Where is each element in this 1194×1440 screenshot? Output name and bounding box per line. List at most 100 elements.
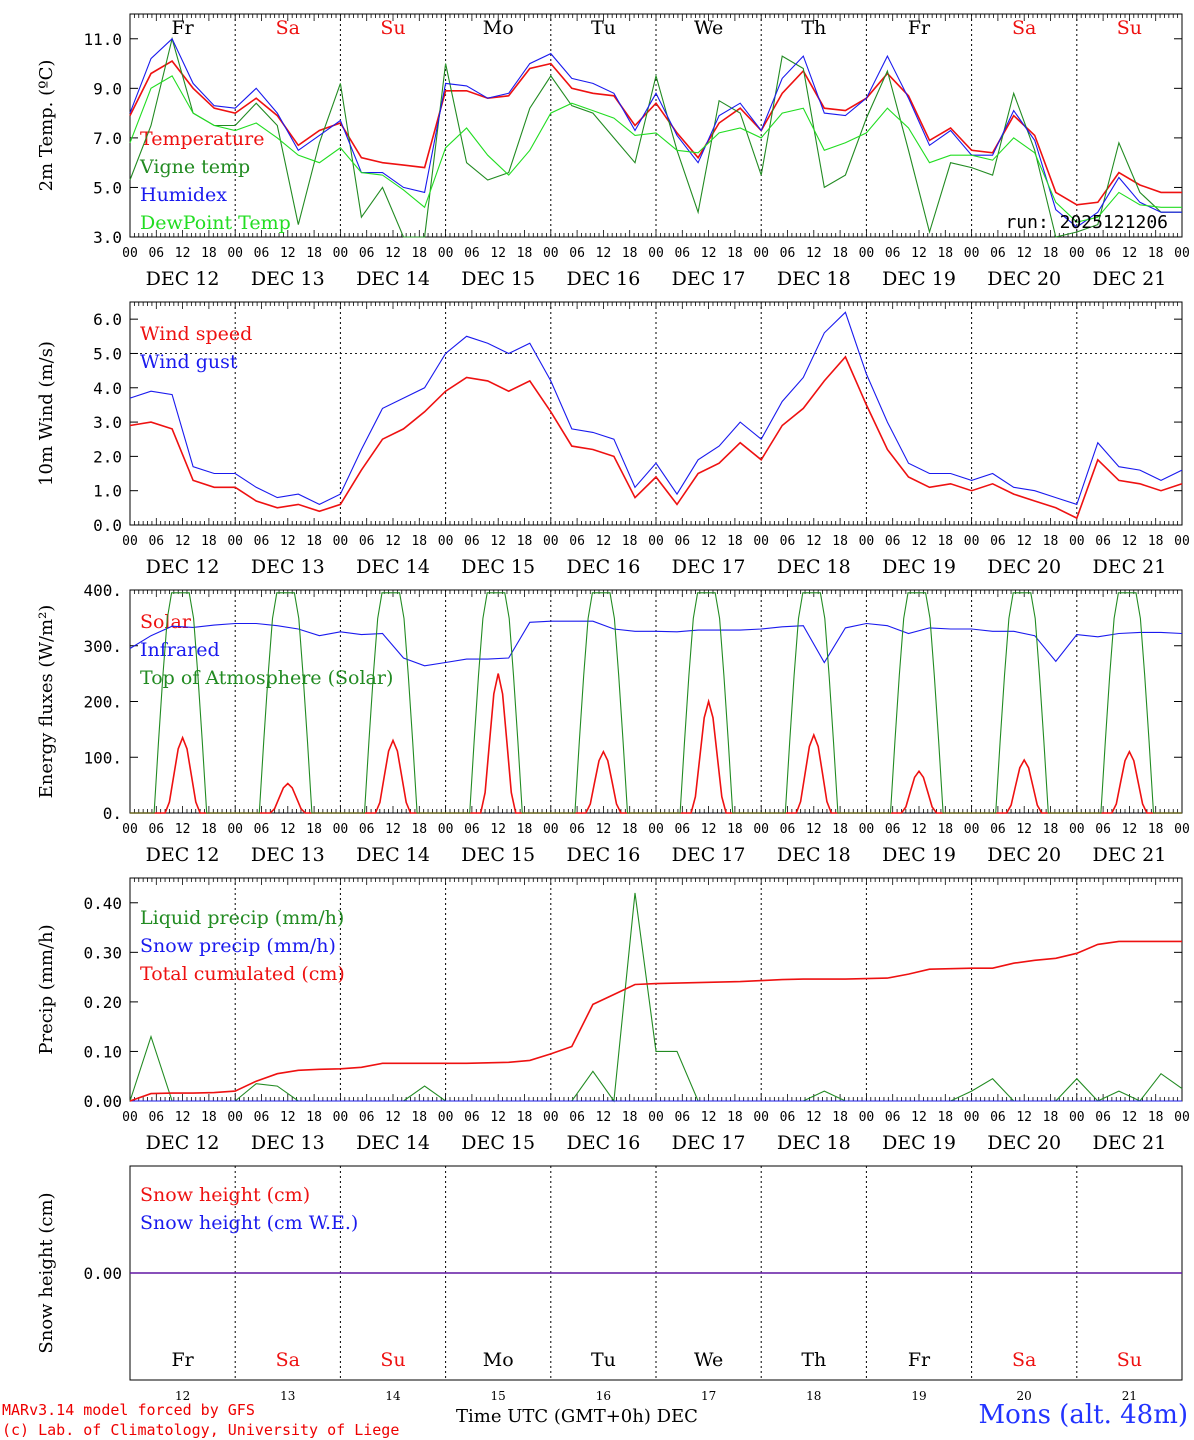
series-line-infrared-p3 bbox=[129, 620, 1183, 667]
hour-tick-label-p4: 12 bbox=[280, 1110, 296, 1125]
hour-tick-label-p4: 06 bbox=[990, 1110, 1006, 1125]
day-label-p1: DEC 18 bbox=[777, 268, 851, 290]
hour-tick-label-p1: 06 bbox=[569, 246, 585, 261]
hour-tick-label-p4: 06 bbox=[148, 1110, 164, 1125]
hour-tick-label-p1: 00 bbox=[1069, 246, 1085, 261]
hour-tick-label-p3: 00 bbox=[227, 822, 243, 837]
hour-tick-label-p3: 18 bbox=[937, 822, 953, 837]
hour-tick-label-p4: 06 bbox=[885, 1110, 901, 1125]
y-tick-label-p1: 3.0 bbox=[93, 228, 122, 247]
day-label-p4: DEC 20 bbox=[987, 1132, 1061, 1154]
weekday-name-p1: Tu bbox=[591, 17, 616, 39]
hour-tick-label-p4: 18 bbox=[517, 1110, 533, 1125]
y-tick-label-p2: 3.0 bbox=[93, 413, 122, 432]
hour-tick-label-p1: 18 bbox=[832, 246, 848, 261]
weekday-name-p5: Fr bbox=[171, 1349, 194, 1371]
y-axis-label-p4: Precip (mm/h) bbox=[36, 924, 57, 1054]
hour-tick-label-p4: 06 bbox=[1095, 1110, 1111, 1125]
hour-tick-label-p3: 00 bbox=[1069, 822, 1085, 837]
weekday-name-p5: Mo bbox=[483, 1349, 514, 1371]
y-tick-label-p2: 1.0 bbox=[93, 482, 122, 501]
hour-tick-label-p2: 12 bbox=[490, 534, 506, 549]
weekday-name-p5: We bbox=[694, 1349, 723, 1371]
day-label-p2: DEC 19 bbox=[882, 556, 956, 578]
weekday-name-p1: Su bbox=[1117, 17, 1142, 39]
hour-tick-label-p2: 12 bbox=[385, 534, 401, 549]
series-line-top-of-atmosphere-solar--p3 bbox=[130, 592, 1182, 814]
series-line-total-cumulated-cm--p4 bbox=[129, 940, 1182, 1102]
legend-entry-p1: Humidex bbox=[140, 184, 227, 206]
hour-tick-label-p1: 00 bbox=[333, 246, 349, 261]
hour-tick-label-p4: 06 bbox=[569, 1110, 585, 1125]
hour-tick-label-p2: 12 bbox=[701, 534, 717, 549]
day-label-p3: DEC 12 bbox=[146, 844, 220, 866]
hour-tick-label-p2: 00 bbox=[227, 534, 243, 549]
series-line-humidex-p1 bbox=[129, 37, 1182, 228]
hour-tick-label-p1: 06 bbox=[148, 246, 164, 261]
hour-tick-label-p3: 12 bbox=[596, 822, 612, 837]
day-number-p5: 19 bbox=[911, 1389, 926, 1403]
location-label: Mons (alt. 48m) bbox=[978, 1400, 1188, 1430]
hour-tick-label-p1: 12 bbox=[280, 246, 296, 261]
hour-tick-label-p4: 18 bbox=[201, 1110, 217, 1125]
hour-tick-label-p2: 06 bbox=[990, 534, 1006, 549]
weekday-name-p5: Fr bbox=[908, 1349, 931, 1371]
hour-tick-label-p3: 00 bbox=[333, 822, 349, 837]
legend-entry-p4: Total cumulated (cm) bbox=[140, 963, 345, 985]
series-line-temperature-p1 bbox=[129, 60, 1182, 206]
y-tick-label-p5: 0.00 bbox=[83, 1264, 122, 1283]
hour-tick-label-p2: 00 bbox=[333, 534, 349, 549]
hour-tick-label-p4: 18 bbox=[622, 1110, 638, 1125]
hour-tick-label-p1: 00 bbox=[438, 246, 454, 261]
legend-entry-p1: DewPoint Temp bbox=[140, 212, 291, 234]
day-label-p1: DEC 17 bbox=[672, 268, 746, 290]
y-tick-label-p2: 2.0 bbox=[93, 447, 122, 466]
hour-tick-label-p2: 18 bbox=[832, 534, 848, 549]
hour-tick-label-p2: 06 bbox=[674, 534, 690, 549]
hour-tick-label-p1: 18 bbox=[411, 246, 427, 261]
day-label-p3: DEC 17 bbox=[672, 844, 746, 866]
y-axis-label-p3: Energy fluxes (W/m²) bbox=[36, 605, 57, 799]
day-label-p3: DEC 14 bbox=[356, 844, 430, 866]
time-axis-label: Time UTC (GMT+0h) bbox=[456, 1406, 651, 1427]
day-number-p5: 14 bbox=[385, 1389, 401, 1403]
day-label-p2: DEC 12 bbox=[146, 556, 220, 578]
hour-tick-label-p2: 06 bbox=[1095, 534, 1111, 549]
y-tick-label-p2: 0.0 bbox=[93, 516, 122, 535]
weekday-name-p1: Sa bbox=[276, 17, 300, 39]
hour-tick-label-p2: 06 bbox=[359, 534, 375, 549]
hour-tick-label-p1: 00 bbox=[859, 246, 875, 261]
y-axis-label-p1: 2m Temp. (ºC) bbox=[36, 60, 57, 192]
hour-tick-label-p1: 06 bbox=[1095, 246, 1111, 261]
hour-tick-label-p1: 06 bbox=[674, 246, 690, 261]
day-label-p2: DEC 14 bbox=[356, 556, 430, 578]
hour-tick-label-p3: 18 bbox=[832, 822, 848, 837]
weekday-name-p5: Su bbox=[1117, 1349, 1142, 1371]
weekday-name-p1: We bbox=[694, 17, 723, 39]
hour-tick-label-p2: 12 bbox=[1016, 534, 1032, 549]
day-label-p3: DEC 20 bbox=[987, 844, 1061, 866]
hour-tick-label-p1: 06 bbox=[464, 246, 480, 261]
day-label-p1: DEC 15 bbox=[461, 268, 535, 290]
weekday-name-p1: Fr bbox=[171, 17, 194, 39]
y-tick-label-p1: 9.0 bbox=[93, 79, 122, 98]
hour-tick-label-p4: 00 bbox=[1174, 1110, 1190, 1125]
hour-tick-label-p4: 06 bbox=[254, 1110, 270, 1125]
hour-tick-label-p3: 12 bbox=[490, 822, 506, 837]
hour-tick-label-p4: 00 bbox=[1069, 1110, 1085, 1125]
hour-tick-label-p3: 00 bbox=[438, 822, 454, 837]
series-line-wind-speed-p2 bbox=[129, 355, 1183, 520]
hour-tick-label-p1: 12 bbox=[385, 246, 401, 261]
hour-tick-label-p4: 12 bbox=[701, 1110, 717, 1125]
hour-tick-label-p1: 06 bbox=[359, 246, 375, 261]
day-label-p3: DEC 19 bbox=[882, 844, 956, 866]
day-label-p1: DEC 13 bbox=[251, 268, 325, 290]
day-label-p4: DEC 21 bbox=[1092, 1132, 1166, 1154]
y-tick-label-p3: 200. bbox=[83, 693, 122, 712]
hour-tick-label-p2: 00 bbox=[1069, 534, 1085, 549]
weekday-name-p1: Fr bbox=[908, 17, 931, 39]
hour-tick-label-p1: 18 bbox=[1148, 246, 1164, 261]
legend-entry-p4: Liquid precip (mm/h) bbox=[140, 907, 344, 929]
day-label-p2: DEC 21 bbox=[1092, 556, 1166, 578]
hour-tick-label-p2: 12 bbox=[911, 534, 927, 549]
